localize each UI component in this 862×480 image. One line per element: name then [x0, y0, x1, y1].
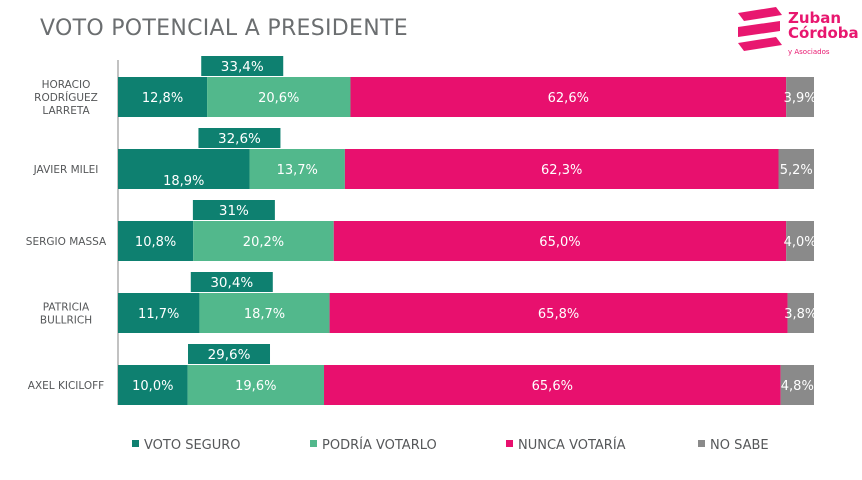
total-badge [198, 128, 281, 148]
total-badge [201, 56, 284, 76]
bar-segment [778, 149, 814, 189]
category-label: PATRICIA [43, 302, 90, 314]
legend-swatch-voto-seguro [132, 440, 139, 447]
bar-segment [207, 77, 351, 117]
category-label: HORACIO [42, 79, 91, 91]
total-label: 31% [219, 203, 249, 219]
logo-subtitle: y Asociados [788, 48, 830, 56]
bar-segment [118, 77, 208, 117]
data-label: 62,3% [541, 163, 582, 178]
data-label: 3,8% [784, 307, 817, 322]
data-label: 10,0% [132, 379, 173, 394]
logo-line-1: Zuban [788, 9, 842, 27]
data-label: 19,6% [235, 379, 276, 394]
bar-segment [118, 365, 188, 405]
legend-label-no-sabe: NO SABE [710, 438, 769, 453]
legend-item-nunca-votaria: NUNCA VOTARÍA [506, 438, 626, 453]
total-label: 32,6% [218, 131, 261, 147]
total-badge [192, 200, 275, 220]
bar-segment [249, 149, 345, 189]
data-label: 65,0% [539, 235, 580, 250]
total-label: 29,6% [208, 347, 251, 363]
bar-segment [786, 221, 814, 261]
bar-segment [780, 365, 814, 405]
legend-item-podria-votarlo: PODRÍA VOTARLO [310, 438, 437, 453]
bar-segment [344, 149, 779, 189]
legend-swatch-no-sabe [698, 440, 705, 447]
total-label: 30,4% [210, 275, 253, 291]
data-label: 11,7% [138, 307, 179, 322]
logo-line-2: Córdoba [788, 24, 859, 42]
data-label: 62,6% [548, 91, 589, 106]
bar-segment [350, 77, 787, 117]
data-label: 13,7% [277, 163, 318, 178]
legend-label-voto-seguro: VOTO SEGURO [144, 438, 241, 453]
data-label: 18,9% [163, 174, 204, 189]
bar-segment [118, 293, 200, 333]
legend-item-no-sabe: NO SABE [698, 438, 769, 453]
data-label: 5,2% [780, 163, 813, 178]
category-label: SERGIO MASSA [26, 236, 107, 248]
total-label: 33,4% [221, 59, 264, 75]
total-badge [188, 344, 271, 364]
data-label: 12,8% [142, 91, 183, 106]
data-label: 20,6% [258, 91, 299, 106]
data-label: 3,9% [784, 91, 817, 106]
legend-swatch-nunca-votaria [506, 440, 513, 447]
data-label: 65,8% [538, 307, 579, 322]
bar-segment [786, 77, 814, 117]
total-badge [190, 272, 273, 292]
category-label: RODRÍGUEZ [34, 91, 98, 104]
bar-segment [324, 365, 781, 405]
bar-segment [118, 221, 194, 261]
category-label: JAVIER MILEI [33, 164, 99, 176]
legend: VOTO SEGURO PODRÍA VOTARLO NUNCA VOTARÍA… [132, 438, 832, 460]
chart-title: VOTO POTENCIAL A PRESIDENTE [40, 16, 408, 41]
category-label: BULLRICH [40, 315, 92, 327]
logo-stripes-icon [738, 7, 782, 51]
data-label: 20,2% [243, 235, 284, 250]
category-label: AXEL KICILOFF [28, 380, 104, 392]
bar-segment [329, 293, 788, 333]
bar-segment [787, 293, 814, 333]
bar-segment [187, 365, 325, 405]
bar-segment [193, 221, 334, 261]
legend-item-voto-seguro: VOTO SEGURO [132, 438, 241, 453]
logo-text: Zuban Córdoba [788, 11, 859, 41]
legend-label-nunca-votaria: NUNCA VOTARÍA [518, 438, 626, 453]
zuban-cordoba-logo: Zuban Córdoba y Asociados [736, 5, 859, 57]
bar-segment [118, 149, 250, 189]
legend-swatch-podria-votarlo [310, 440, 317, 447]
data-label: 4,0% [784, 235, 817, 250]
legend-label-podria-votarlo: PODRÍA VOTARLO [322, 438, 437, 453]
bar-segment [333, 221, 787, 261]
bar-segment [199, 293, 330, 333]
data-label: 18,7% [244, 307, 285, 322]
data-label: 65,6% [532, 379, 573, 394]
data-label: 4,8% [781, 379, 814, 394]
data-label: 10,8% [135, 235, 176, 250]
category-label: LARRETA [42, 105, 90, 117]
